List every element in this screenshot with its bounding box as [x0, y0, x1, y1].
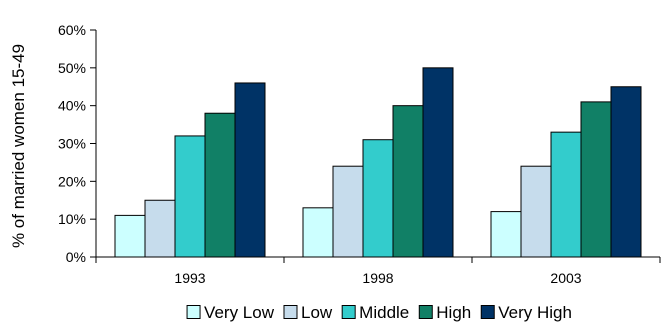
bar-high-1998: [392, 105, 424, 258]
bar-low-2003: [520, 165, 552, 258]
y-tick-label: 60%: [58, 22, 86, 38]
bar-high-1993: [204, 112, 236, 258]
legend-item-middle: Middle: [341, 303, 409, 322]
y-tick-label: 30%: [58, 136, 86, 152]
legend-swatch: [186, 305, 201, 319]
legend-label: Low: [301, 303, 333, 322]
legend-label: Very Low: [204, 303, 275, 322]
legend-swatch: [418, 305, 433, 319]
bar-middle-1998: [362, 139, 394, 258]
bar-low-1993: [144, 199, 176, 258]
bar-very-low-1993: [114, 214, 146, 258]
y-tick-label: 40%: [58, 98, 86, 114]
legend-item-very-high: Very High: [480, 303, 572, 322]
legend-swatch: [480, 305, 495, 319]
y-tick-label: 50%: [58, 60, 86, 76]
axes: [95, 30, 660, 258]
legend-item-low: Low: [283, 303, 333, 322]
legend: Very Low Low Middle High Very High: [186, 303, 572, 322]
legend-swatch: [283, 305, 298, 319]
y-tick-label: 20%: [58, 173, 86, 189]
bar-high-2003: [580, 101, 612, 258]
bar-very-high-1993: [234, 82, 266, 258]
legend-item-very-low: Very Low: [186, 303, 275, 322]
legend-label: Middle: [359, 303, 409, 322]
y-tick-label: 0%: [66, 249, 86, 265]
y-axis-ticks: 0% 10% 20% 30% 40% 50% 60%: [58, 22, 96, 265]
legend-swatch: [341, 305, 356, 319]
bar-very-high-1998: [422, 67, 454, 258]
y-axis-title-group: % of married women 15-49: [9, 44, 28, 248]
bar-very-low-2003: [490, 211, 522, 258]
y-tick-label: 10%: [58, 211, 86, 227]
bar-very-low-1998: [302, 207, 334, 258]
x-axis-ticks: 1993 1998 2003: [95, 257, 661, 286]
x-tick-label: 2003: [550, 270, 581, 286]
bar-middle-1993: [174, 135, 206, 258]
legend-label: High: [436, 303, 471, 322]
legend-label: Very High: [498, 303, 572, 322]
bar-very-high-2003: [610, 86, 642, 258]
bar-middle-2003: [550, 131, 582, 258]
bar-low-1998: [332, 165, 364, 258]
y-axis-title: % of married women 15-49: [9, 44, 28, 248]
x-tick-label: 1998: [362, 270, 393, 286]
bars: [114, 67, 642, 258]
x-tick-label: 1993: [174, 270, 205, 286]
legend-item-high: High: [418, 303, 471, 322]
